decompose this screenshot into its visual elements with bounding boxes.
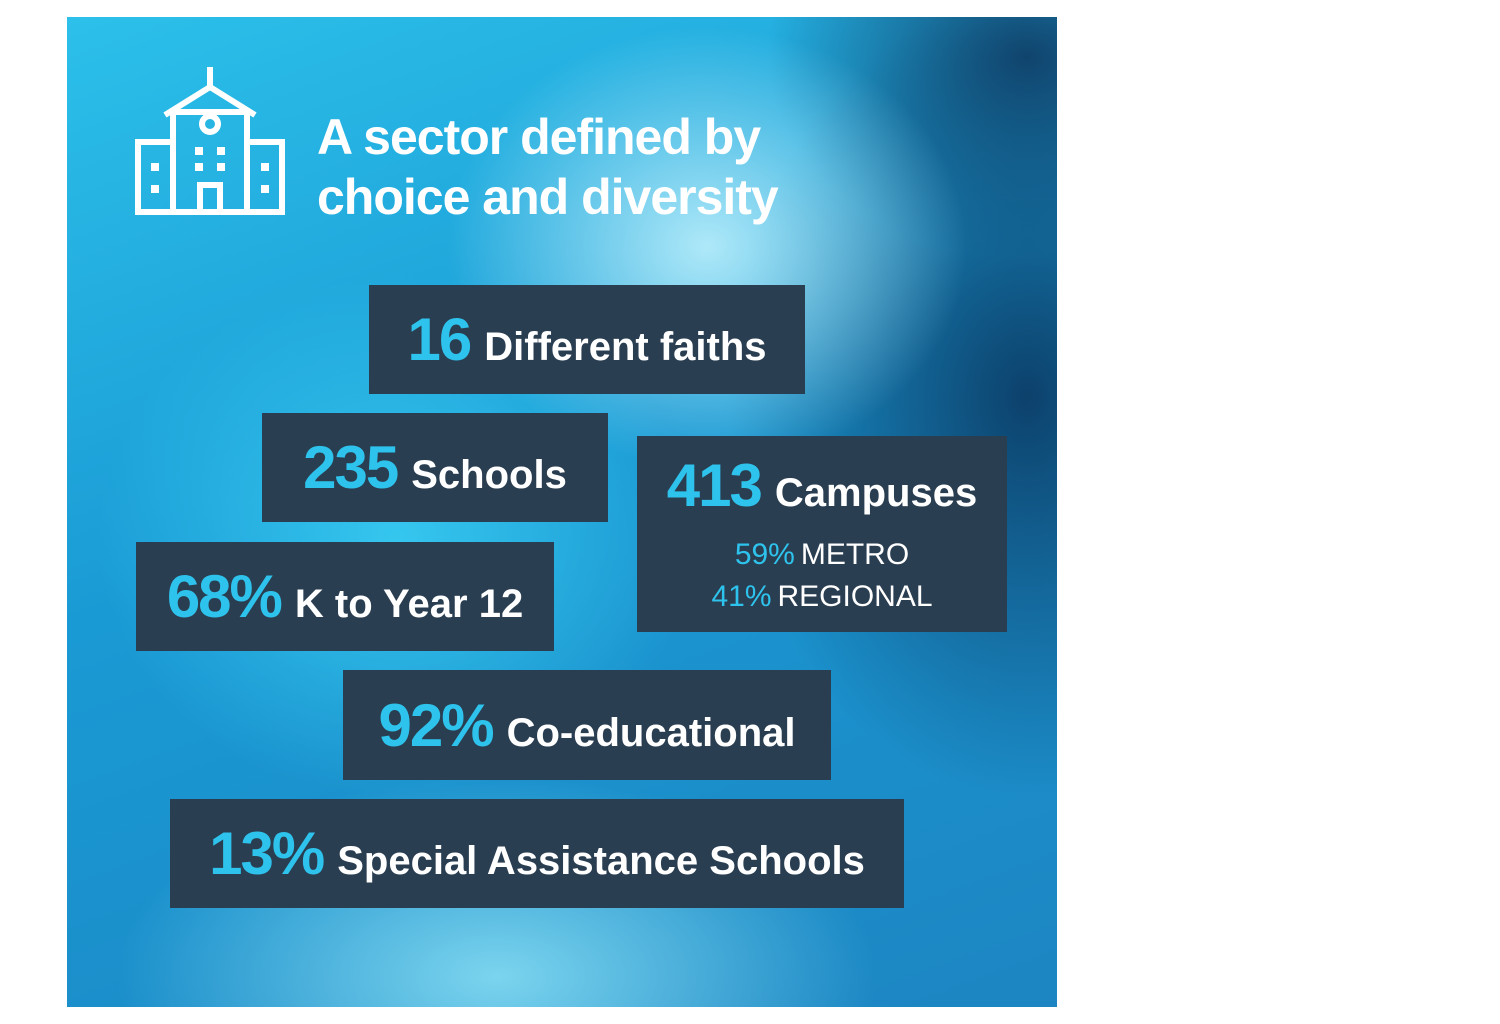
breakdown-row: 59% METRO <box>735 534 909 576</box>
stat-label: Campuses <box>774 470 978 515</box>
title-line: A sector defined by <box>317 109 761 165</box>
stat-label: Special Assistance Schools <box>337 839 865 883</box>
stat-figure: 13% <box>209 820 325 887</box>
infographic-panel: A sector defined by choice and diversity… <box>67 17 1057 1007</box>
stat-figure: 235 <box>303 434 399 501</box>
stat-figure: 68% <box>166 563 283 630</box>
stat-box: 235 Schools <box>262 413 608 522</box>
stat-box: 92% Co-educational <box>343 670 831 780</box>
stat-box: 68% K to Year 12 <box>136 542 554 651</box>
stat-figure: 413 <box>666 451 763 519</box>
school-icon <box>135 67 285 215</box>
stat-label: Co-educational <box>506 710 796 755</box>
breakdown-figure: 41% <box>711 579 772 613</box>
breakdown-figure: 59% <box>734 537 795 571</box>
stat-box: 13% Special Assistance Schools <box>170 799 904 908</box>
stat-box: 16 Different faiths <box>369 285 805 394</box>
title-line: choice and diversity <box>317 169 779 225</box>
breakdown-label: METRO <box>800 537 910 571</box>
title: A sector defined by choice and diversity <box>317 107 779 227</box>
stat-figure: 16 <box>407 306 473 373</box>
stat-label: Schools <box>411 453 567 497</box>
stat-box: 413 Campuses 59% METRO 41% REGIONAL <box>637 436 1007 632</box>
stat-label: K to Year 12 <box>294 582 524 626</box>
stat-figure: 92% <box>378 691 495 759</box>
breakdown-row: 41% REGIONAL <box>711 576 932 618</box>
breakdown-label: REGIONAL <box>777 579 933 613</box>
stat-label: Different faiths <box>484 325 767 369</box>
